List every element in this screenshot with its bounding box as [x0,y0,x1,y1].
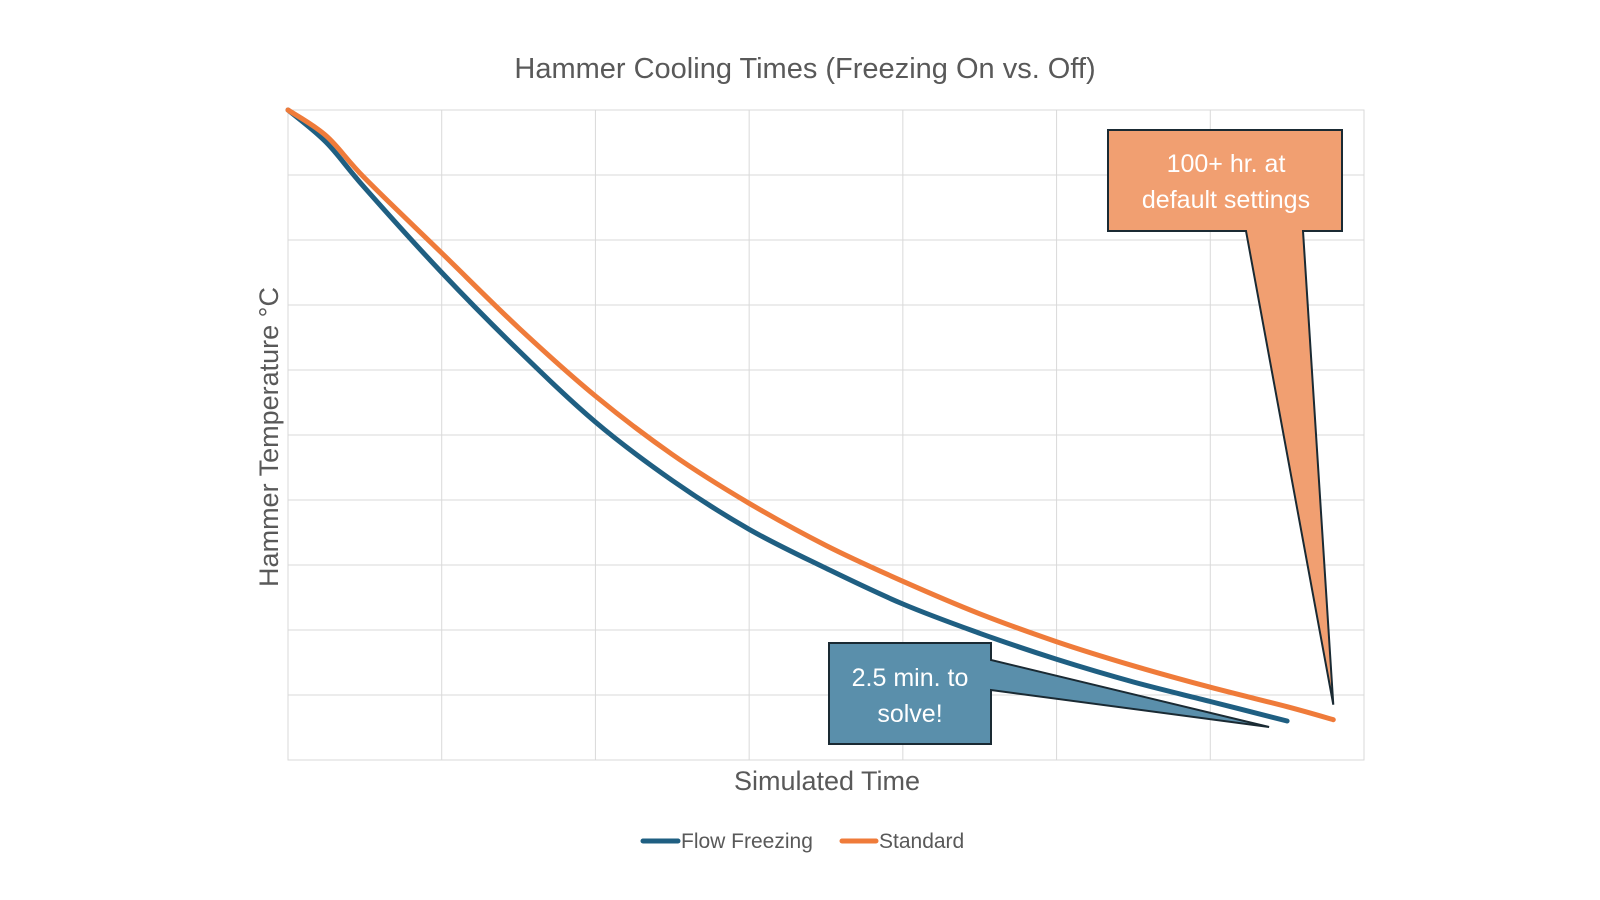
chart-title: Hammer Cooling Times (Freezing On vs. Of… [514,53,1095,85]
callout-freezing: 2.5 min. to solve! [828,642,1270,745]
chart-plot-area [285,107,1336,724]
y-axis-label: Hammer Temperature °C [254,287,284,587]
x-axis-label: Simulated Time [734,766,920,796]
legend-label-flow-freezing: Flow Freezing [681,830,813,853]
chart-legend: Flow Freezing Standard [640,830,964,853]
callout-standard-line-2: default settings [1142,186,1310,214]
legend-label-standard: Standard [879,830,964,853]
callout-freezing-line-1: 2.5 min. to [852,664,969,692]
callout-standard: 100+ hr. at default settings [1107,129,1343,705]
callout-freezing-shape [828,642,1270,745]
callout-freezing-line-2: solve! [877,700,942,728]
callout-standard-line-1: 100+ hr. at [1167,150,1286,178]
series-line-flow-freezing [285,107,1290,724]
callout-standard-shape [1107,129,1343,705]
series-line-standard [285,107,1336,723]
